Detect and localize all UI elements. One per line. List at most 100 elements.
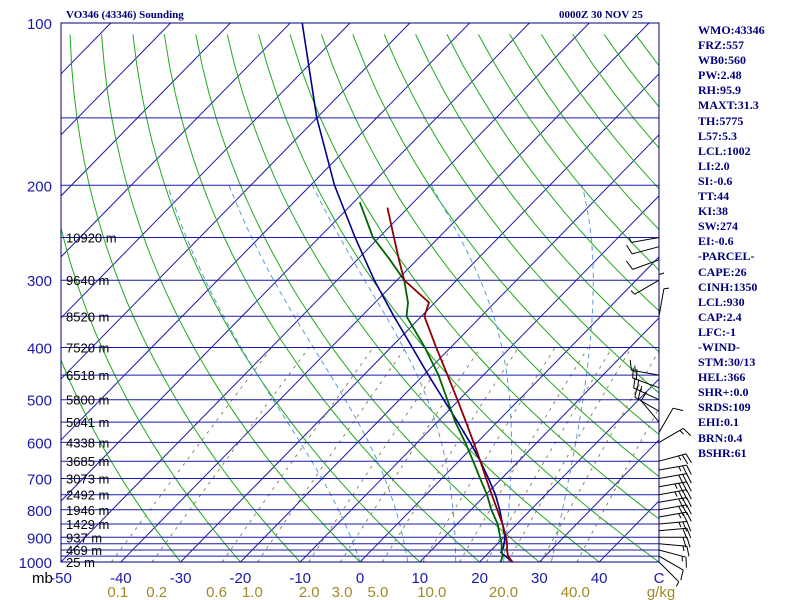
- index-item: SRDS:109: [698, 400, 751, 415]
- wind-barb: [626, 259, 660, 270]
- wind-barb-staff: [658, 549, 687, 558]
- temperature-tick-label: C: [654, 570, 665, 587]
- wind-barb-flag: [682, 521, 688, 532]
- temperature-tick-label: 0: [356, 570, 364, 587]
- wind-barb-flag: [682, 528, 688, 539]
- wind-barb-flag: [680, 569, 684, 581]
- isotherm-line: [61, 23, 470, 441]
- index-item: RH:95.9: [698, 83, 741, 98]
- wind-barb-staff: [658, 561, 680, 583]
- temperature-tick-label: -50: [50, 570, 72, 587]
- temperature-tick-label: -10: [289, 570, 311, 587]
- dry-adiabat-line: [415, 34, 659, 353]
- mixing-ratio-tick-label: 10.0: [417, 584, 446, 600]
- wind-barb-staff: [658, 527, 687, 532]
- wind-barb-flag: [686, 464, 692, 475]
- wind-barb-flag: [626, 244, 633, 255]
- dry-adiabat-line: [61, 226, 242, 562]
- isobars: [61, 117, 659, 563]
- index-item: WB0:560: [698, 53, 746, 68]
- wind-barb-half: [675, 581, 680, 587]
- pressure-unit-label: mb: [32, 570, 53, 587]
- isotherm-line: [61, 23, 530, 502]
- dry-adiabat-line: [195, 34, 541, 562]
- wind-barb: [658, 543, 690, 557]
- index-item: SHR+:0.0: [698, 385, 749, 400]
- temperature-tick-label: -30: [170, 570, 192, 587]
- index-item: STM:30/13: [698, 355, 756, 370]
- wind-barb-flag: [626, 260, 634, 270]
- wind-barb-flag: [686, 521, 692, 532]
- index-item: HEL:366: [698, 370, 746, 385]
- mixing-ratio-line: [110, 347, 273, 562]
- isotherm-line: [61, 23, 411, 380]
- wind-barb-flag: [685, 453, 692, 464]
- mixing-ratio-tick-label: 2.0: [299, 584, 320, 600]
- dry-adiabat-line: [289, 34, 659, 520]
- wind-barb-half: [678, 466, 682, 472]
- pressure-tick-label: 800: [27, 503, 52, 520]
- index-item: SI:-0.6: [698, 173, 733, 188]
- index-item: EI:-0.6: [698, 234, 734, 249]
- isotherm-line: [61, 23, 231, 197]
- mixing-ratio-tick-label: 20.0: [489, 584, 518, 600]
- wind-barb-half: [640, 386, 643, 392]
- index-item: -PARCEL-: [698, 249, 755, 264]
- wind-barb-half: [677, 455, 682, 461]
- wind-barb: [658, 527, 692, 539]
- chart-datetime: 0000Z 30 NOV 25: [559, 9, 643, 21]
- dry-adiabat-line: [352, 34, 659, 436]
- height-level-label: 2492 m: [66, 488, 109, 503]
- wind-barb-flag: [681, 454, 689, 465]
- dry-adiabat-line: [477, 34, 659, 271]
- plot-frame: [60, 22, 660, 563]
- dry-adiabat-line: [320, 34, 659, 478]
- index-item: KI:38: [698, 204, 728, 219]
- mixing-ratio-tick-label: 0.6: [206, 584, 227, 600]
- temperature-tick-label: -20: [230, 570, 252, 587]
- mixing-ratio-tick-label: 0.2: [146, 584, 167, 600]
- wind-barb-flag: [678, 498, 684, 509]
- wind-barb-staff: [631, 369, 660, 376]
- temperature-tick-label: 10: [411, 570, 428, 587]
- dry-adiabat-line: [226, 34, 600, 562]
- wind-barb-flag: [678, 506, 684, 516]
- pressure-tick-label: 100: [27, 16, 52, 33]
- height-level-label: 3073 m: [66, 472, 109, 487]
- parcel-profile: [301, 23, 514, 562]
- pressure-tick-label: 200: [27, 178, 52, 195]
- index-item: CINH:1350: [698, 279, 758, 294]
- wind-barb-flag: [686, 473, 692, 484]
- wind-barb: [640, 391, 660, 423]
- temperature-tick-label: 40: [591, 570, 608, 587]
- wind-barb-half: [674, 483, 678, 489]
- isotherm-line: [61, 23, 291, 258]
- mixing-ratio-line: [339, 347, 482, 562]
- wind-barb-staff: [631, 237, 660, 243]
- isotherm-line: [120, 23, 650, 562]
- wind-barb: [633, 377, 660, 401]
- dry-adiabat-line: [101, 34, 361, 562]
- dry-adiabat-line: [383, 34, 659, 394]
- wind-barb-flag: [686, 504, 692, 515]
- pressure-tick-label: 700: [27, 472, 52, 489]
- wind-barb-staff: [658, 473, 687, 479]
- wind-barb-flag: [678, 482, 684, 493]
- profiles: [301, 23, 514, 562]
- index-item: LCL:1002: [698, 143, 751, 158]
- height-level-label: 5041 m: [66, 415, 109, 430]
- height-level-label: 6518 m: [66, 368, 109, 383]
- wind-barb-staff: [658, 407, 674, 433]
- wind-barb-half: [674, 491, 678, 497]
- pressure-tick-label: 900: [27, 530, 52, 547]
- index-item: PW:2.48: [698, 68, 742, 83]
- moist-adiabat-line: [430, 185, 513, 562]
- height-level-label: 3685 m: [66, 454, 109, 469]
- wind-barb: [658, 481, 692, 493]
- index-item: SW:274: [698, 219, 739, 234]
- wind-barb-staff: [658, 555, 684, 571]
- index-item: WMO:43346: [698, 23, 765, 37]
- index-item: TH:5775: [698, 113, 744, 128]
- height-level-label: 937 m: [66, 530, 102, 545]
- isotherm-line: [240, 134, 659, 562]
